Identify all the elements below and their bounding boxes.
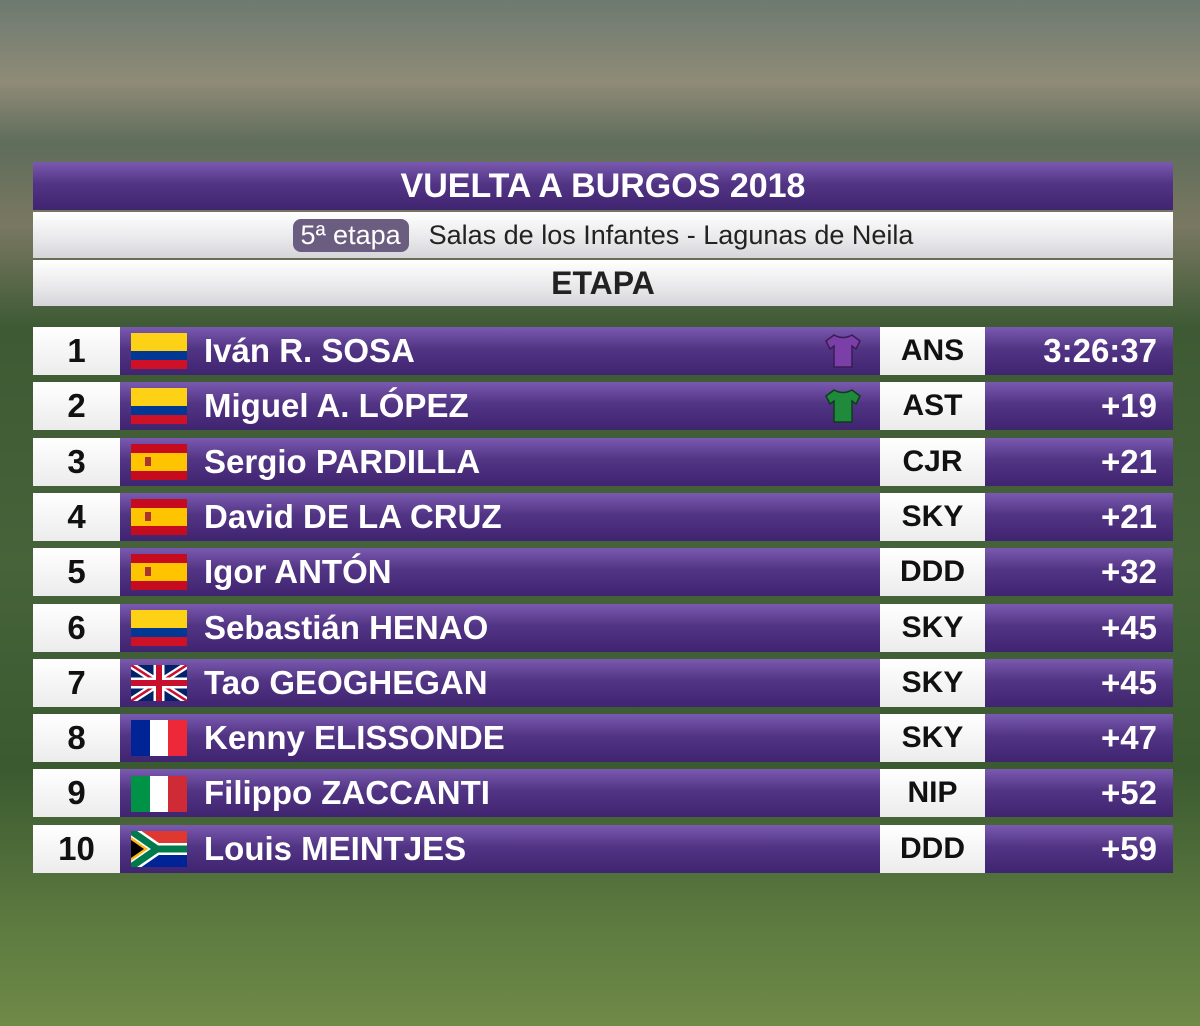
flag (131, 388, 187, 424)
position: 1 (33, 327, 120, 375)
flag (131, 610, 187, 646)
jersey-icon (825, 389, 861, 423)
rider-name: Tao GEOGHEGAN (120, 658, 880, 707)
position: 8 (33, 714, 120, 763)
time: +21 (985, 437, 1173, 486)
title-bar: VUELTA A BURGOS 2018 (33, 162, 1173, 210)
section-bar: ETAPA (33, 260, 1173, 306)
stage-badge: 5ª etapa (292, 218, 409, 252)
rider-name: Sebastián HENAO (120, 603, 880, 652)
rider-name: Kenny ELISSONDE (120, 714, 880, 763)
flag (131, 499, 187, 535)
rider-name: Igor ANTÓN (120, 548, 880, 597)
time: +32 (985, 548, 1173, 597)
flag (131, 444, 187, 480)
team-code: DDD (880, 548, 985, 597)
time: +19 (985, 382, 1173, 431)
route: Salas de los Infantes - Lagunas de Neila (428, 219, 914, 250)
position: 10 (33, 824, 120, 873)
section: ETAPA (551, 264, 655, 301)
team-code: SKY (880, 492, 985, 541)
rider-name: Iván R. SOSA (120, 327, 880, 375)
title: VUELTA A BURGOS 2018 (400, 166, 806, 205)
time: +21 (985, 492, 1173, 541)
team-code: SKY (880, 714, 985, 763)
rider-name: Filippo ZACCANTI (120, 769, 880, 818)
rider-name: Sergio PARDILLA (120, 437, 880, 486)
position: 2 (33, 382, 120, 431)
team-code: CJR (880, 437, 985, 486)
flag (131, 720, 187, 756)
time: +47 (985, 714, 1173, 763)
flag (131, 665, 187, 701)
time: +45 (985, 603, 1173, 652)
rider-name: Miguel A. LÓPEZ (120, 382, 880, 431)
position: 6 (33, 603, 120, 652)
position: 7 (33, 658, 120, 707)
flag (131, 776, 187, 812)
team-code: SKY (880, 658, 985, 707)
position: 5 (33, 548, 120, 597)
team-code: DDD (880, 824, 985, 873)
time: +52 (985, 769, 1173, 818)
position: 9 (33, 769, 120, 818)
time: +59 (985, 824, 1173, 873)
position: 4 (33, 492, 120, 541)
flag (131, 831, 187, 867)
flag (131, 554, 187, 590)
team-code: NIP (880, 769, 985, 818)
time: 3:26:37 (985, 327, 1173, 375)
team-code: SKY (880, 603, 985, 652)
flag (131, 333, 187, 369)
position: 3 (33, 437, 120, 486)
team-code: AST (880, 382, 985, 431)
time: +45 (985, 658, 1173, 707)
team-code: ANS (880, 327, 985, 375)
rider-name: David DE LA CRUZ (120, 492, 880, 541)
jersey-icon (825, 334, 861, 368)
rider-name: Louis MEINTJES (120, 824, 880, 873)
subtitle-bar: 5ª etapa Salas de los Infantes - Lagunas… (33, 212, 1173, 258)
